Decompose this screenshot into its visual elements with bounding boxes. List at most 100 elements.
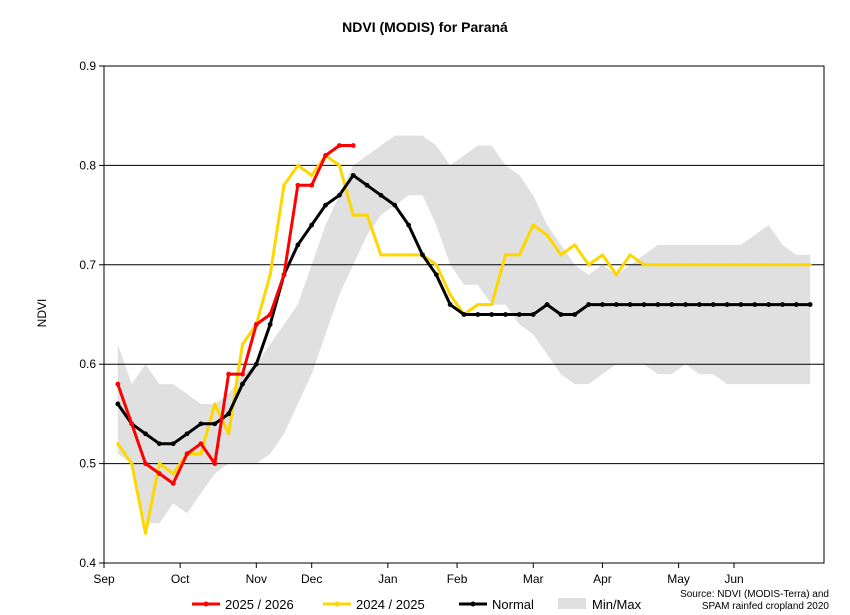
series-2024-2025-point xyxy=(725,263,729,267)
series-normal-point xyxy=(655,302,661,307)
series-normal-point xyxy=(724,302,730,307)
series-normal-point xyxy=(406,222,412,228)
plot-area: 0.4 0.5 0.6 0.7 0.8 0.9 Sep Oct Nov Dec Jan Feb Mar A… xyxy=(79,59,825,586)
series-2024-2025-point xyxy=(476,302,480,307)
legend-min-max-label: Min/Max xyxy=(592,597,642,612)
series-2024-2025-point xyxy=(656,263,660,267)
x-tick-label: Nov xyxy=(246,572,267,586)
legend: 2025 / 2026 2024 / 2025 Normal Min/Max xyxy=(192,597,642,612)
series-2024-2025-point xyxy=(642,263,646,267)
series-normal-point xyxy=(323,202,328,208)
series-normal-point xyxy=(447,302,453,307)
series-normal-point xyxy=(558,312,564,317)
series-2024-2025-point xyxy=(337,163,341,167)
series-normal-point xyxy=(516,312,522,317)
series-2025-2026-point xyxy=(281,272,287,278)
series-2024-2025-point xyxy=(753,263,757,267)
series-2024-2025-point xyxy=(407,253,411,257)
series-2024-2025-point xyxy=(130,462,134,466)
y-axis-label: NDVI xyxy=(35,299,49,328)
series-2024-2025-point xyxy=(268,273,272,277)
series-2024-2025-point xyxy=(448,293,452,297)
x-tick-label: May xyxy=(667,572,690,586)
legend-normal-marker xyxy=(470,601,476,607)
series-2024-2025-point xyxy=(171,471,175,476)
series-normal-point xyxy=(350,172,356,178)
series-normal-point xyxy=(710,302,716,307)
series-normal-point xyxy=(503,312,508,317)
y-tick-label: 0.9 xyxy=(79,59,96,73)
series-normal-point xyxy=(115,401,121,407)
series-2025-2026-point xyxy=(309,182,315,188)
series-2024-2025-point xyxy=(600,253,605,257)
x-tick-label: Dec xyxy=(301,572,322,586)
legend-2025-2026-label: 2025 / 2026 xyxy=(225,597,294,612)
series-2025-2026-point xyxy=(240,371,245,377)
series-2024-2025-point xyxy=(697,263,701,267)
series-normal-point xyxy=(780,302,785,307)
series-normal-point xyxy=(572,312,578,317)
series-normal-point xyxy=(696,302,702,307)
legend-2024-2025-label: 2024 / 2025 xyxy=(356,597,425,612)
series-normal-point xyxy=(433,272,439,278)
series-2025-2026-point xyxy=(115,381,121,387)
series-2025-2026-point xyxy=(212,461,218,466)
series-2025-2026-point xyxy=(184,451,190,457)
series-2024-2025-point xyxy=(434,263,438,267)
series-2024-2025-point xyxy=(199,452,203,456)
x-tick-label: Jan xyxy=(378,572,397,586)
series-normal-point xyxy=(600,302,605,307)
series-normal-point xyxy=(475,312,481,317)
y-tick-label: 0.4 xyxy=(79,556,96,570)
series-2024-2025-point xyxy=(808,263,812,267)
series-2024-2025-point xyxy=(296,163,300,167)
series-normal-point xyxy=(752,302,758,307)
series-2025-2026-point xyxy=(350,143,356,148)
series-2024-2025-point xyxy=(365,213,369,217)
series-normal-point xyxy=(793,302,799,307)
series-2025-2026-point xyxy=(129,421,135,427)
series-normal-point xyxy=(683,302,688,307)
series-normal-point xyxy=(295,242,301,248)
series-2025-2026-point xyxy=(156,471,162,476)
plot-frame xyxy=(103,65,825,564)
series-normal-point xyxy=(613,302,619,307)
series-2024-2025-point xyxy=(213,402,217,406)
series-2025-2026-point xyxy=(143,461,148,466)
series-normal-point xyxy=(489,312,495,317)
legend-normal-label: Normal xyxy=(492,597,534,612)
legend-2025-2026-marker xyxy=(203,601,209,607)
series-2024-2025-point xyxy=(490,302,494,307)
series-normal-point xyxy=(212,421,218,427)
series-2024-2025-point xyxy=(614,273,618,277)
source-line-2: SPAM rainfed cropland 2020 xyxy=(702,601,830,612)
series-2024-2025-point xyxy=(310,173,314,177)
series-normal-point xyxy=(253,361,259,367)
x-tick-label: Oct xyxy=(171,572,190,586)
series-2025-2026-point xyxy=(295,182,301,188)
x-tick-label: Mar xyxy=(523,572,544,586)
y-tick-label: 0.8 xyxy=(79,158,96,172)
series-2024-2025-point xyxy=(670,263,674,267)
y-tick-label: 0.6 xyxy=(79,357,96,371)
series-2025-2026-point xyxy=(198,441,204,447)
series-normal-point xyxy=(143,431,148,437)
series-2024-2025-point xyxy=(240,342,245,346)
series-2024-2025-point xyxy=(531,223,535,227)
series-normal-point xyxy=(586,302,592,307)
series-2024-2025-point xyxy=(517,253,521,257)
series-normal-point xyxy=(198,421,204,427)
series-normal-point xyxy=(378,192,384,198)
y-tick-label: 0.5 xyxy=(79,457,96,471)
series-2024-2025-point xyxy=(143,531,148,535)
series-2024-2025-point xyxy=(545,233,549,237)
series-2024-2025-point xyxy=(794,263,798,267)
series-2024-2025-point xyxy=(587,263,591,267)
series-2024-2025-point xyxy=(227,432,231,436)
series-normal-point xyxy=(170,441,176,447)
series-2024-2025-point xyxy=(683,263,688,267)
series-2025-2026-point xyxy=(253,322,259,327)
series-2024-2025-point xyxy=(503,253,508,257)
series-2024-2025-point xyxy=(393,253,397,257)
